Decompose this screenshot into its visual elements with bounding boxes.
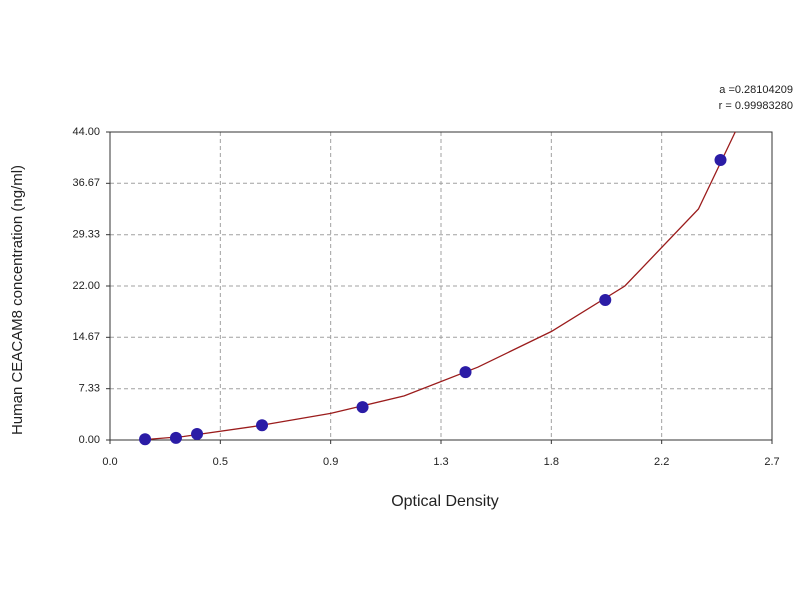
annotation: a =0.28104209 (719, 84, 793, 96)
data-point (599, 294, 612, 306)
y-tick-label: 44.00 (72, 126, 100, 138)
x-tick-label: 0.5 (213, 456, 228, 468)
plot-frame (109, 131, 773, 441)
fit-curve (139, 131, 736, 441)
x-axis-label: Optical Density (391, 493, 499, 510)
y-tick-label: 0.00 (79, 434, 100, 446)
x-tick-label: 0.0 (102, 456, 117, 468)
data-point (169, 431, 182, 444)
data-point (256, 419, 269, 432)
data-point (139, 433, 152, 446)
x-tick-label: 2.7 (764, 456, 779, 468)
y-tick-label: 7.33 (79, 383, 100, 395)
x-tick-label: 1.8 (544, 456, 559, 468)
data-point (191, 427, 204, 440)
y-tick-label: 29.33 (72, 229, 100, 241)
data-point (459, 366, 472, 379)
x-tick-label: 0.9 (323, 456, 338, 468)
y-tick-label: 36.67 (72, 177, 100, 189)
y-tick-label: 22.00 (72, 280, 100, 292)
y-tick-label: 14.67 (72, 331, 100, 343)
annotation: r = 0.99983280 (719, 100, 793, 112)
x-tick-label: 2.2 (654, 456, 669, 468)
y-axis-label: Human CEACAM8 concentration (ng/ml) (9, 165, 26, 435)
data-point (356, 401, 369, 414)
x-tick-label: 1.3 (433, 456, 448, 468)
data-point (714, 154, 727, 166)
